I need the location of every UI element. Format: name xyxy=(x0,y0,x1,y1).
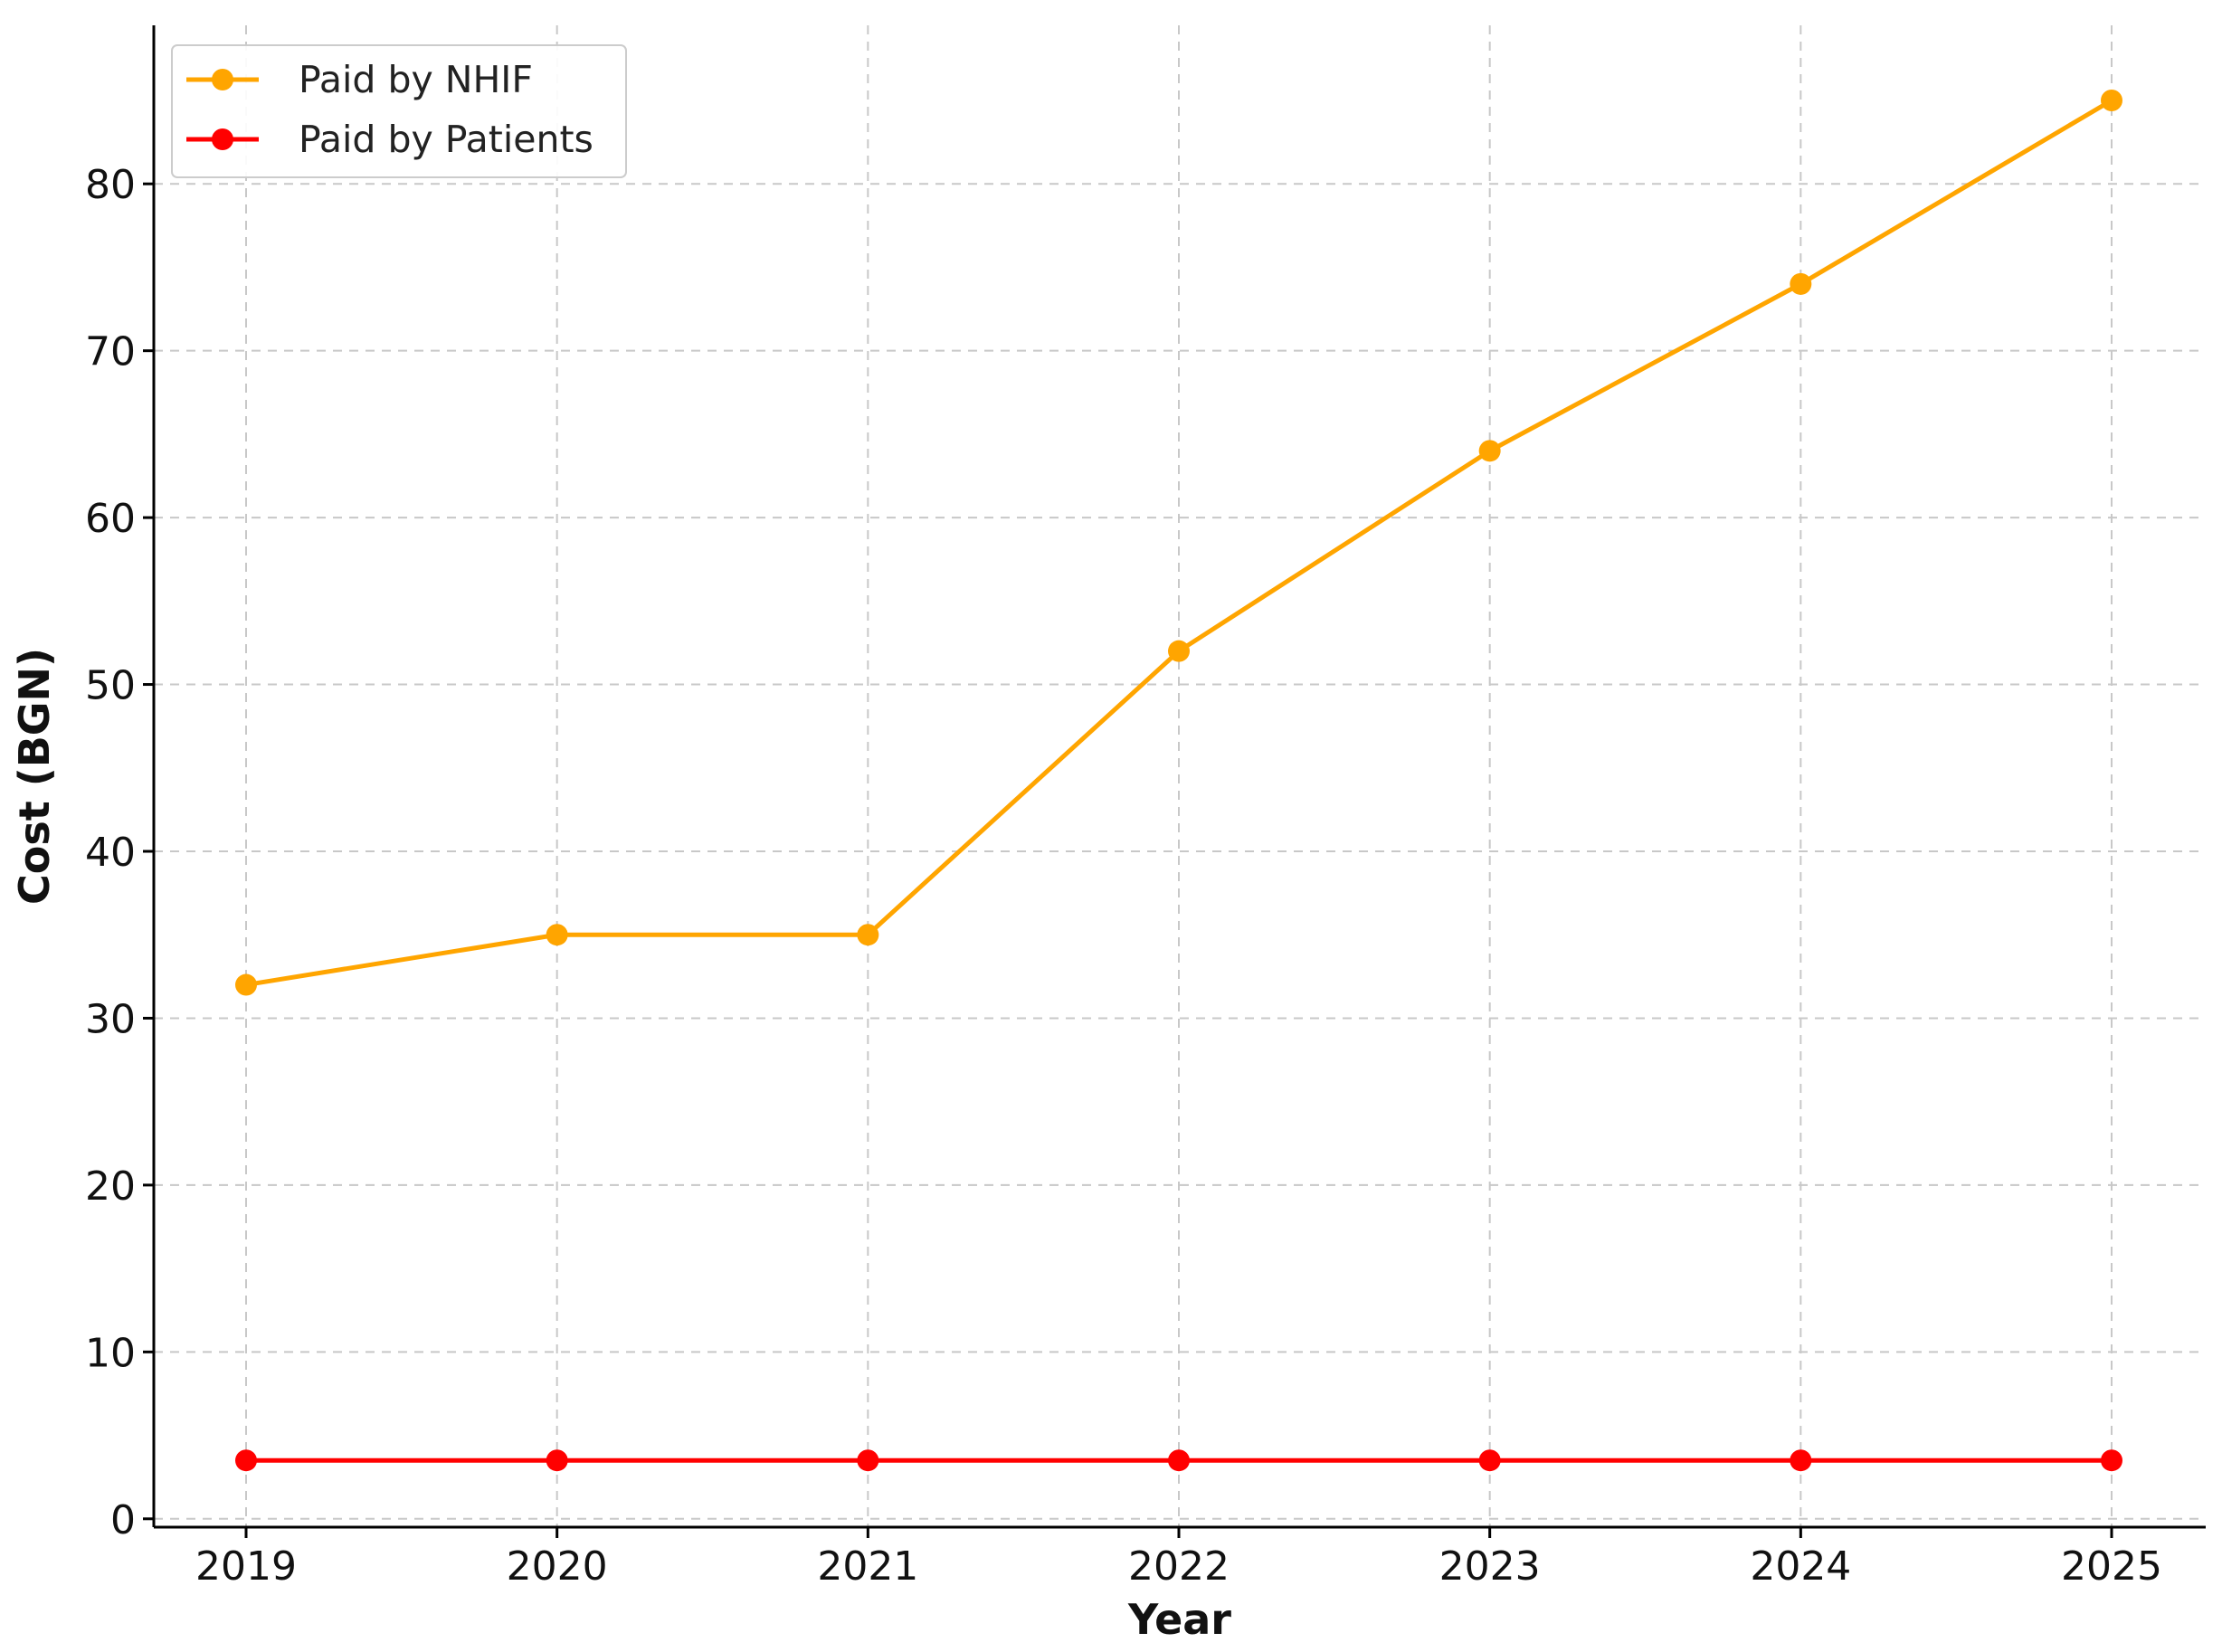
data-point-paid-by-patients-2024 xyxy=(1790,1449,1812,1472)
y-tick-label-70: 70 xyxy=(85,329,136,375)
y-tick-label-20: 20 xyxy=(85,1163,136,1210)
x-tick-label-2021: 2021 xyxy=(817,1543,918,1590)
y-tick-label-50: 50 xyxy=(85,663,136,709)
x-axis-title: Year xyxy=(1127,1595,1231,1644)
x-tick-label-2023: 2023 xyxy=(1439,1543,1541,1590)
data-point-paid-by-nhif-2020 xyxy=(546,924,568,946)
x-tick-label-2024: 2024 xyxy=(1750,1543,1851,1590)
x-tick-label-2020: 2020 xyxy=(507,1543,608,1590)
legend-marker-paid-by-nhif xyxy=(212,69,233,90)
data-point-paid-by-nhif-2019 xyxy=(235,973,257,996)
data-point-paid-by-nhif-2023 xyxy=(1478,440,1501,462)
data-point-paid-by-patients-2025 xyxy=(2101,1449,2122,1472)
x-tick-label-2025: 2025 xyxy=(2061,1543,2162,1590)
data-point-paid-by-nhif-2024 xyxy=(1790,272,1812,295)
grid-layer xyxy=(154,25,2206,1527)
y-tick-label-30: 30 xyxy=(85,996,136,1042)
data-point-paid-by-nhif-2025 xyxy=(2101,90,2122,111)
data-point-paid-by-nhif-2022 xyxy=(1168,640,1190,662)
y-tick-label-40: 40 xyxy=(85,830,136,876)
data-point-paid-by-nhif-2021 xyxy=(857,924,879,946)
data-point-paid-by-patients-2022 xyxy=(1168,1449,1190,1472)
axes-layer: 2019 2020 2021 2022 2023 2024 2025 0 10 20 30 40 50 6… xyxy=(85,25,2206,1590)
x-tick-label-2022: 2022 xyxy=(1128,1543,1230,1590)
data-point-paid-by-patients-2020 xyxy=(546,1449,568,1472)
y-tick-label-80: 80 xyxy=(85,162,136,208)
legend-label-paid-by-patients: Paid by Patients xyxy=(299,118,593,161)
data-point-paid-by-patients-2019 xyxy=(235,1449,257,1472)
data-point-paid-by-patients-2023 xyxy=(1478,1449,1501,1472)
legend-label-paid-by-nhif: Paid by NHIF xyxy=(299,58,533,101)
y-tick-label-0: 0 xyxy=(110,1497,136,1543)
y-axis-title: Cost (BGN) xyxy=(10,648,59,905)
legend: Paid by NHIF Paid by Patients xyxy=(171,44,627,178)
y-tick-label-60: 60 xyxy=(85,496,136,542)
y-tick-label-10: 10 xyxy=(85,1330,136,1376)
legend-box xyxy=(171,44,627,178)
legend-marker-paid-by-patients xyxy=(212,128,233,150)
data-point-paid-by-patients-2021 xyxy=(857,1449,879,1472)
x-tick-label-2019: 2019 xyxy=(195,1543,297,1590)
series-layer xyxy=(235,90,2122,1472)
